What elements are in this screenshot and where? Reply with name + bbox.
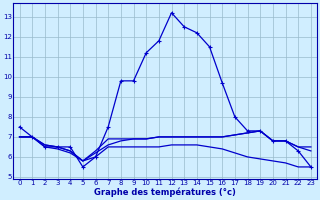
X-axis label: Graphe des températures (°c): Graphe des températures (°c) [94,188,236,197]
